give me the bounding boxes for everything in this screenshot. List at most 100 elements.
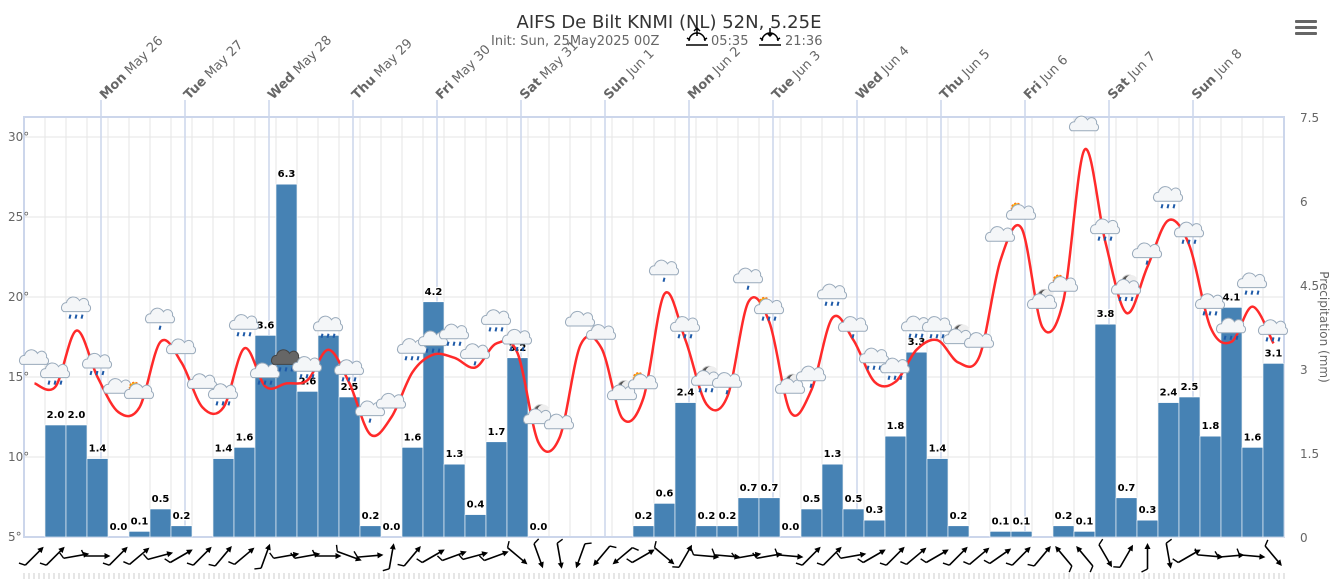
rain-icon <box>439 323 470 347</box>
light-rain-icon <box>838 316 869 339</box>
cloud-shape <box>187 373 218 389</box>
rain-drop <box>908 333 912 339</box>
arrow-barb <box>632 547 639 551</box>
arrow-barb <box>774 548 779 556</box>
left-axis-tick: 20° <box>8 290 29 304</box>
day-date: May 28 <box>288 33 335 80</box>
cloud-shape <box>1006 204 1037 220</box>
rain-drop <box>677 333 681 339</box>
precipitation-bar <box>632 525 655 538</box>
wind-arrow-icon <box>1027 546 1051 567</box>
rain-icon <box>670 316 701 339</box>
precipitation-label: 0.7 <box>1118 483 1136 494</box>
wind-arrow-icon <box>774 548 804 560</box>
arrow-shaft <box>357 554 382 558</box>
arrow-barb <box>228 561 235 565</box>
arrow-head <box>1106 560 1112 568</box>
precipitation-bar <box>233 447 256 538</box>
arrow-barb <box>457 553 464 560</box>
precipitation-bar <box>1241 447 1264 538</box>
day-date: Jun 4 <box>876 44 913 81</box>
sunset-icon <box>759 28 781 46</box>
arrow-barb <box>186 562 194 566</box>
arrow-barb <box>609 545 617 549</box>
day-label: Sun Jun 1 <box>601 46 657 102</box>
cloud-shape <box>19 349 50 365</box>
rain-drop <box>95 370 99 376</box>
precipitation-label: 0.1 <box>1076 516 1094 527</box>
rain-drop <box>899 375 903 381</box>
precipitation-label: 1.4 <box>89 444 107 455</box>
rain-drop <box>1214 311 1218 316</box>
wind-arrow-icon <box>382 543 396 572</box>
precipitation-label: 1.3 <box>824 449 842 460</box>
wind-arrow-icon <box>506 540 528 565</box>
rain-drop <box>1256 290 1260 295</box>
arrow-barb <box>1113 566 1121 568</box>
arrow-barb <box>1264 539 1269 547</box>
rain-drop <box>269 380 273 385</box>
wind-arrow-icon <box>575 542 592 569</box>
wind-arrow-icon <box>795 546 821 566</box>
light-rain-icon <box>712 372 743 395</box>
arrow-barb <box>795 562 803 566</box>
hamburger-menu-icon[interactable] <box>1295 17 1317 37</box>
arrow-shaft <box>260 545 271 569</box>
rain-drop <box>227 401 231 406</box>
rain-drop <box>1166 203 1170 209</box>
cloud-shape <box>40 362 71 379</box>
arrow-head <box>667 558 675 565</box>
rain-drop <box>278 367 282 372</box>
cloud-shape <box>481 309 512 325</box>
precipitation-bar <box>926 458 949 538</box>
rain-drop <box>500 327 504 332</box>
rain-drop <box>47 380 51 385</box>
precipitation-bar <box>863 519 886 538</box>
precipitation-label: 1.3 <box>446 449 464 460</box>
precipitation-label: 1.6 <box>1244 432 1262 443</box>
precipitation-bar <box>128 531 151 538</box>
precipitation-bar <box>695 525 718 538</box>
rain-drop <box>410 355 414 361</box>
rain-drop <box>59 380 63 385</box>
cloud-shape <box>628 373 659 390</box>
rain-drop <box>68 314 72 319</box>
rain-icon <box>817 283 848 307</box>
arrow-barb <box>626 558 633 564</box>
day-date: Jun 1 <box>621 46 658 83</box>
arrow-barb <box>816 562 824 566</box>
precipitation-bar <box>653 503 676 538</box>
left-axis-tick: 10° <box>8 450 29 464</box>
arrow-barb <box>397 563 405 567</box>
cloud-shape <box>964 332 995 348</box>
rain-drop <box>248 331 252 337</box>
arrow-head <box>377 552 384 559</box>
arrow-shaft <box>654 547 674 564</box>
precipitation-bar <box>1073 531 1096 538</box>
arrow-shaft <box>462 552 487 561</box>
arrow-head <box>37 546 44 554</box>
precipitation-label: 3.3 <box>908 337 926 348</box>
cloud-shape <box>733 267 764 284</box>
rain-drop <box>1244 290 1248 295</box>
cloud-shape <box>376 392 407 409</box>
sunset-time: 21:36 <box>785 34 822 49</box>
precipitation-label: 1.6 <box>236 432 254 443</box>
arrow-barb <box>900 561 907 565</box>
arrow-head <box>104 553 111 559</box>
rain-icon <box>859 347 890 371</box>
cloud-shape <box>1048 276 1079 292</box>
rain-drop <box>299 373 303 379</box>
rain-icon <box>250 362 281 385</box>
cloud-icon <box>187 373 218 389</box>
arrow-head <box>982 547 990 554</box>
rain-icon <box>1216 317 1247 341</box>
wind-arrow-icon <box>653 540 675 565</box>
cloud-shape <box>1153 186 1184 202</box>
wind-arrow-icon <box>102 546 128 566</box>
arrow-head <box>835 546 842 554</box>
arrow-shaft <box>593 545 611 565</box>
light-rain-icon <box>733 267 764 291</box>
rain-drop <box>416 355 420 361</box>
